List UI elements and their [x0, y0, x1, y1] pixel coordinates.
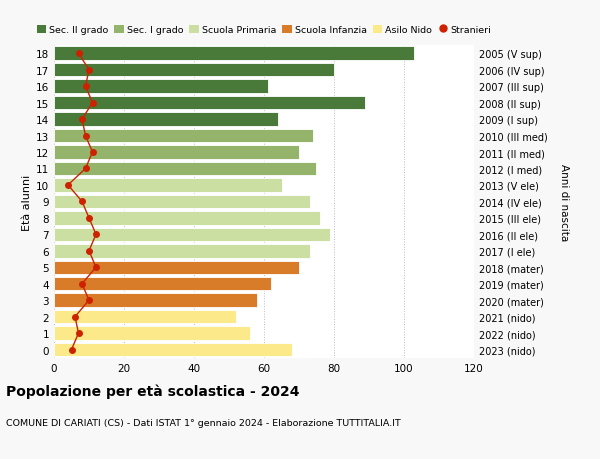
Point	[84, 297, 94, 304]
Point	[84, 247, 94, 255]
Bar	[54, 261, 299, 274]
Bar	[54, 47, 415, 61]
Bar	[54, 80, 268, 94]
Legend: Sec. II grado, Sec. I grado, Scuola Primaria, Scuola Infanzia, Asilo Nido, Stran: Sec. II grado, Sec. I grado, Scuola Prim…	[37, 26, 491, 35]
Point	[84, 215, 94, 222]
Bar	[54, 97, 365, 110]
Bar	[54, 327, 250, 340]
Point	[88, 100, 97, 107]
Point	[74, 50, 83, 58]
Point	[80, 83, 91, 90]
Point	[77, 280, 87, 288]
Point	[67, 346, 76, 353]
Bar	[54, 212, 320, 225]
Bar	[54, 277, 271, 291]
Y-axis label: Età alunni: Età alunni	[22, 174, 32, 230]
Bar	[54, 179, 281, 192]
Bar	[54, 64, 334, 77]
Bar	[54, 113, 278, 127]
Text: Popolazione per età scolastica - 2024: Popolazione per età scolastica - 2024	[6, 383, 299, 398]
Text: COMUNE DI CARIATI (CS) - Dati ISTAT 1° gennaio 2024 - Elaborazione TUTTITALIA.IT: COMUNE DI CARIATI (CS) - Dati ISTAT 1° g…	[6, 418, 401, 427]
Point	[80, 133, 91, 140]
Bar	[54, 245, 310, 258]
Point	[77, 116, 87, 123]
Point	[77, 198, 87, 206]
Point	[88, 149, 97, 157]
Bar	[54, 294, 257, 307]
Bar	[54, 129, 313, 143]
Point	[84, 67, 94, 74]
Bar	[54, 146, 299, 159]
Point	[74, 330, 83, 337]
Bar	[54, 310, 236, 324]
Point	[80, 165, 91, 173]
Bar	[54, 195, 310, 209]
Bar	[54, 343, 292, 357]
Point	[63, 182, 73, 189]
Y-axis label: Anni di nascita: Anni di nascita	[559, 163, 569, 241]
Bar	[54, 162, 317, 176]
Point	[70, 313, 80, 321]
Point	[91, 264, 101, 271]
Point	[91, 231, 101, 239]
Bar	[54, 228, 331, 241]
